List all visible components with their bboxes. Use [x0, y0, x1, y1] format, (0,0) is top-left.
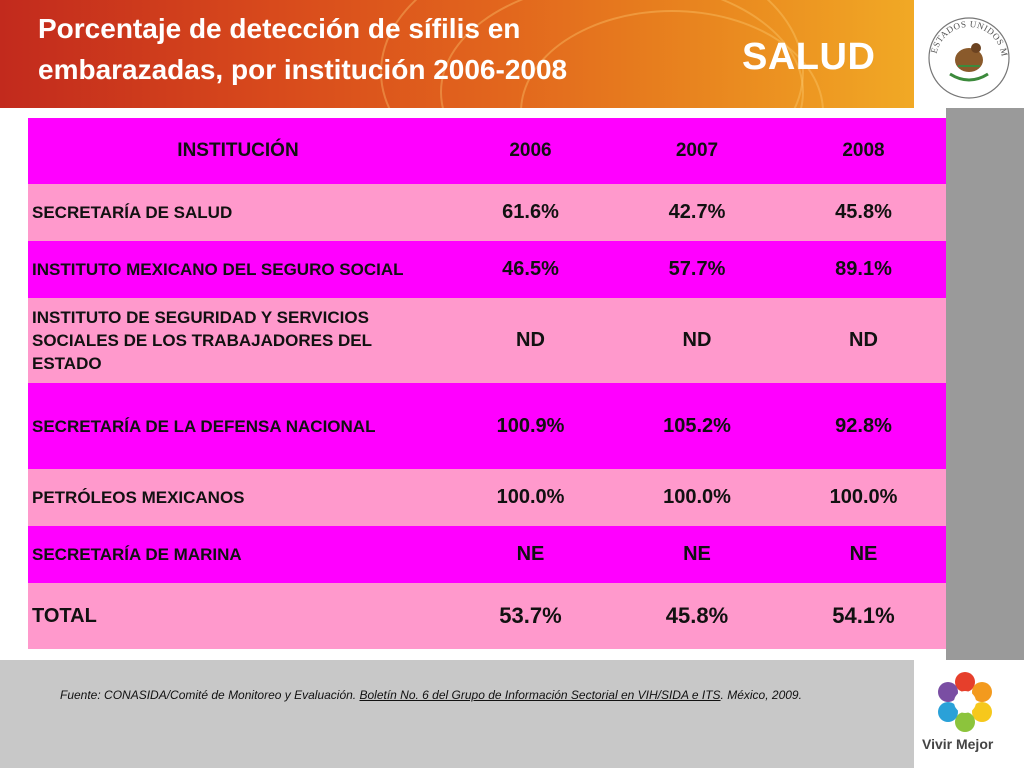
- value-cell: 100.9%: [496, 414, 565, 437]
- institution-cell: SECRETARÍA DE MARINA: [32, 545, 242, 564]
- slide-title: Porcentaje de detección de sífilis en em…: [38, 13, 568, 85]
- source-prefix: Fuente: CONASIDA/Comité de Monitoreo y E…: [60, 688, 360, 702]
- value-cell: 100.0%: [829, 486, 898, 508]
- header-cell: INSTITUCIÓN: [177, 140, 299, 161]
- seal-text: ESTADOS UNIDOS MEXICANOS: [911, 0, 1010, 57]
- vivir-mejor-logo: Vivir Mejor: [914, 660, 1024, 768]
- institution-cell: INSTITUTO DE SEGURIDAD Y SERVICIOS SOCIA…: [32, 308, 372, 373]
- total-row: TOTAL 53.7% 45.8% 54.1%: [28, 583, 946, 649]
- value-cell: NE: [849, 543, 878, 565]
- flower-logo-icon: [938, 672, 992, 732]
- table-row: INSTITUTO DE SEGURIDAD Y SERVICIOS SOCIA…: [28, 298, 946, 383]
- header-cell: 2006: [509, 140, 552, 161]
- value-cell: 53.7%: [499, 603, 562, 628]
- institution-cell: INSTITUTO MEXICANO DEL SEGURO SOCIAL: [32, 260, 404, 279]
- value-cell: NE: [683, 543, 711, 565]
- value-cell: 89.1%: [835, 258, 892, 280]
- brand-label: SALUD: [742, 36, 876, 78]
- value-cell: ND: [516, 329, 545, 351]
- value-cell: 61.6%: [502, 201, 559, 223]
- value-cell: ND: [682, 329, 712, 351]
- table-row: SECRETARÍA DE LA DEFENSA NACIONAL 100.9%…: [28, 383, 946, 469]
- value-cell: 45.8%: [835, 201, 892, 223]
- value-cell: 54.1%: [832, 603, 895, 628]
- value-cell: ND: [849, 329, 878, 351]
- table-row: SECRETARÍA DE SALUD 61.6% 42.7% 45.8%: [28, 184, 946, 241]
- institution-cell: SECRETARÍA DE LA DEFENSA NACIONAL: [32, 416, 376, 436]
- source-bulletin-link: Boletín No. 6 del Grupo de Información S…: [359, 688, 721, 702]
- institution-cell: PETRÓLEOS MEXICANOS: [32, 488, 245, 507]
- value-cell: 100.0%: [663, 486, 731, 508]
- value-cell: 92.8%: [835, 414, 892, 437]
- header-cell: 2007: [675, 140, 719, 161]
- value-cell: NE: [516, 543, 545, 565]
- vivir-mejor-text: Vivir Mejor: [922, 736, 994, 752]
- slide-header: Porcentaje de detección de sífilis en em…: [0, 0, 914, 108]
- value-cell: 105.2%: [663, 414, 731, 437]
- seal-icon: ESTADOS UNIDOS MEXICANOS: [911, 0, 1010, 99]
- side-bar: [946, 108, 1024, 660]
- value-cell: 45.8%: [665, 603, 729, 628]
- value-cell: 46.5%: [502, 258, 559, 280]
- source-note: Fuente: CONASIDA/Comité de Monitoreo y E…: [60, 688, 910, 702]
- value-cell: 100.0%: [496, 486, 565, 508]
- value-cell: 57.7%: [668, 258, 726, 280]
- table-header-row: INSTITUCIÓN 2006 2007 2008: [28, 118, 946, 184]
- slide-footer: [0, 660, 914, 768]
- national-seal: ESTADOS UNIDOS MEXICANOS: [911, 0, 1024, 108]
- header-cell: 2008: [842, 140, 885, 161]
- value-cell: 42.7%: [668, 201, 726, 223]
- institution-cell: TOTAL: [32, 604, 97, 627]
- table-row: INSTITUTO MEXICANO DEL SEGURO SOCIAL 46.…: [28, 241, 946, 298]
- table-row: PETRÓLEOS MEXICANOS 100.0% 100.0% 100.0%: [28, 469, 946, 526]
- content-area: [0, 108, 946, 660]
- table-row: SECRETARÍA DE MARINA NE NE NE: [28, 526, 946, 583]
- institution-cell: SECRETARÍA DE SALUD: [32, 203, 233, 222]
- source-suffix: . México, 2009.: [720, 688, 802, 702]
- data-table: INSTITUCIÓN 2006 2007 2008 SECRETARÍA DE…: [28, 118, 946, 649]
- svg-text:ESTADOS UNIDOS MEXICANOS: ESTADOS UNIDOS MEXICANOS: [914, 0, 1010, 57]
